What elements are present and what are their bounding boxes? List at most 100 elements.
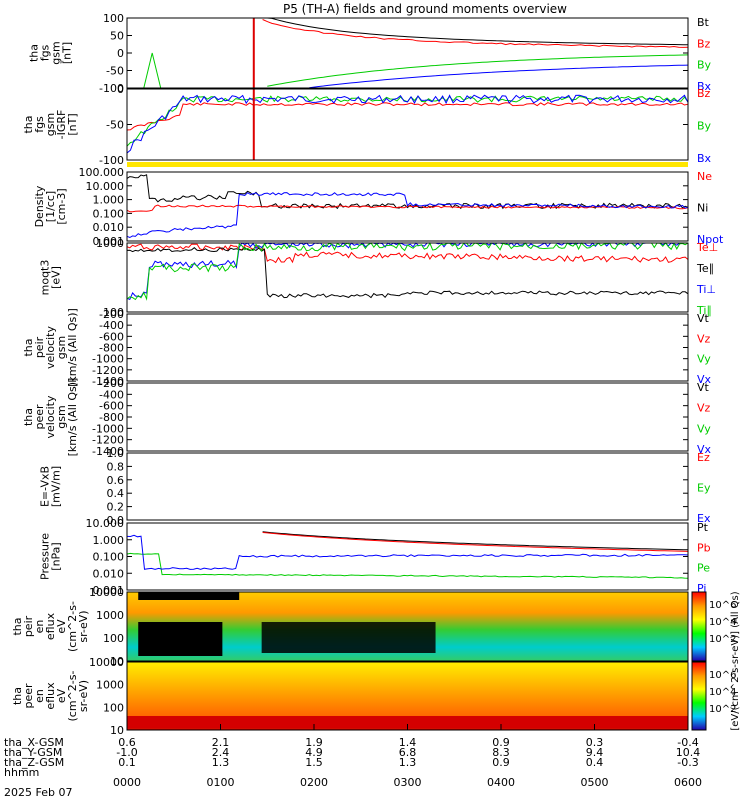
spectrogram-fill-gap [138, 622, 223, 656]
x-tick-label: 0400 [487, 776, 515, 789]
panel-pressure: 10.0001.0000.1000.0100.001Pressure[nPa]P… [39, 517, 711, 597]
y-label-line: [1/cc] [44, 191, 57, 222]
panel-peer_spec: 10000 1000 100 10 thapeerenefluxeV(cm^2-s-sr… [11, 656, 689, 737]
y-tick-label: -1000 [92, 353, 124, 366]
ephemeris-value: 2.1 [212, 736, 230, 749]
date-label: 2025 Feb 07 [4, 786, 72, 799]
ephemeris-value: 1.5 [305, 756, 323, 769]
legend-entry: Ez [697, 451, 710, 464]
panel-frame [126, 88, 689, 161]
spectrogram-fill-gap [261, 622, 436, 653]
y-label-line: en [33, 689, 46, 703]
panel-frame [126, 591, 689, 662]
y-label-line: eV [55, 688, 68, 703]
panel-e_field: 1.00.80.60.40.20.0 E=-VxB[mV/m] Ez Ey Ex [39, 447, 711, 527]
y-label-line: [cm-3] [55, 188, 68, 224]
y-label-line: velocity [44, 326, 57, 369]
legend-entry: Pt [697, 521, 709, 534]
legend-entry: Bz [697, 37, 711, 50]
y-tick-label: -1200 [92, 364, 124, 377]
y-tick-label: 10.000 [86, 517, 125, 530]
y-tick-label: 1000 [96, 609, 124, 622]
colorbar-scale [691, 661, 707, 731]
y-tick-label: 50 [110, 30, 124, 43]
y-tick-label: 0.100 [93, 551, 125, 564]
colorbar-tick-label: 10^6 [709, 600, 736, 611]
legend-entry: Ey [697, 482, 711, 495]
y-label-line: gsm [50, 41, 63, 64]
y-label-line: sr-eV) [77, 680, 90, 712]
y-tick-label: 0 [117, 47, 124, 60]
y-tick-label: 0.001 [93, 584, 125, 597]
y-label-line: Pressure [39, 533, 52, 580]
y-axis-label: Pressure[nPa] [39, 533, 63, 580]
y-tick-label: -100 [99, 154, 124, 167]
ephemeris-value: 0.9 [492, 736, 510, 749]
series-Npot [126, 192, 689, 239]
colorbar-tick-label: 10^2 [709, 704, 736, 715]
legend-entry: Pb [697, 541, 711, 554]
series-Bz [126, 102, 689, 131]
ephemeris-name: tha_Y-GSM [4, 746, 62, 759]
legend-entry: By [697, 120, 712, 133]
ephemeris-value: -0.3 [677, 756, 698, 769]
ephemeris-value: 10.4 [676, 746, 701, 759]
series-Bx [126, 94, 689, 154]
legend-entry: Vz [697, 402, 711, 415]
y-label-line: peer [33, 404, 46, 430]
ephemeris-value: 2.4 [212, 746, 230, 759]
colorbar-tick-label: 10^4 [709, 687, 736, 698]
y-label-line: sr-eV) [77, 610, 90, 642]
series-Ti-par [126, 242, 689, 301]
y-tick-label: -1400 [92, 445, 124, 458]
y-label-line: -IGRF [55, 110, 68, 140]
colorbar: 10^6 10^4 10^2 10^6 10^4 10^2[eV/(cm^2-s-sr-e… [691, 591, 741, 731]
ephemeris-value: -0.4 [677, 736, 698, 749]
y-tick-label: -400 [99, 388, 124, 401]
y-tick-label: -800 [99, 342, 124, 355]
y-label-line: [km/s (All Qs)] [66, 308, 79, 387]
y-tick-label: -50 [106, 119, 124, 132]
colorbar-tick-label: 10^4 [709, 617, 736, 628]
y-label-line: [nT] [66, 113, 79, 135]
y-tick-label: 10000 [89, 656, 124, 669]
time-axis-name: hhmm [4, 766, 39, 779]
panel-frame [126, 313, 689, 382]
y-label-line: tha [22, 408, 35, 426]
ephemeris-value: -1.0 [116, 746, 137, 759]
x-tick-label: 0600 [674, 776, 702, 789]
y-label-line: gsm [44, 113, 57, 136]
ephemeris-value: 1.9 [305, 736, 323, 749]
y-tick-label: 1000 [96, 679, 124, 692]
spectrogram-fill-gap [138, 592, 240, 600]
y-label-line: tha [11, 617, 24, 635]
panel-content [143, 17, 689, 89]
y-label-line: peir [22, 615, 35, 637]
y-label-line: (cm^2-s- [66, 671, 79, 722]
legend-entry: Ne [697, 170, 712, 183]
spectrogram-band [127, 716, 688, 728]
x-tick-label: 0100 [207, 776, 235, 789]
series-By-early [143, 52, 162, 89]
panel-content [127, 592, 688, 661]
panel-peir_velocity: -200-400-600-800-1000-1200-1400thapeirve… [22, 308, 712, 388]
y-label-line: gsm [55, 336, 68, 359]
ephemeris-value: 0.6 [118, 736, 136, 749]
legend-entry: Vt [697, 381, 710, 394]
ephemeris-value: 1.4 [399, 736, 417, 749]
legend-entry: Ti∥ [696, 304, 712, 317]
legend-entry: Ti⊥ [696, 283, 716, 296]
y-tick-label: -200 [99, 377, 124, 390]
y-label-line: tha [11, 687, 24, 705]
y-tick-label: 1.0 [107, 447, 125, 460]
legend-entry: Npot [697, 233, 724, 246]
legend-entry: Vy [697, 353, 711, 366]
y-tick-label: -800 [99, 411, 124, 424]
